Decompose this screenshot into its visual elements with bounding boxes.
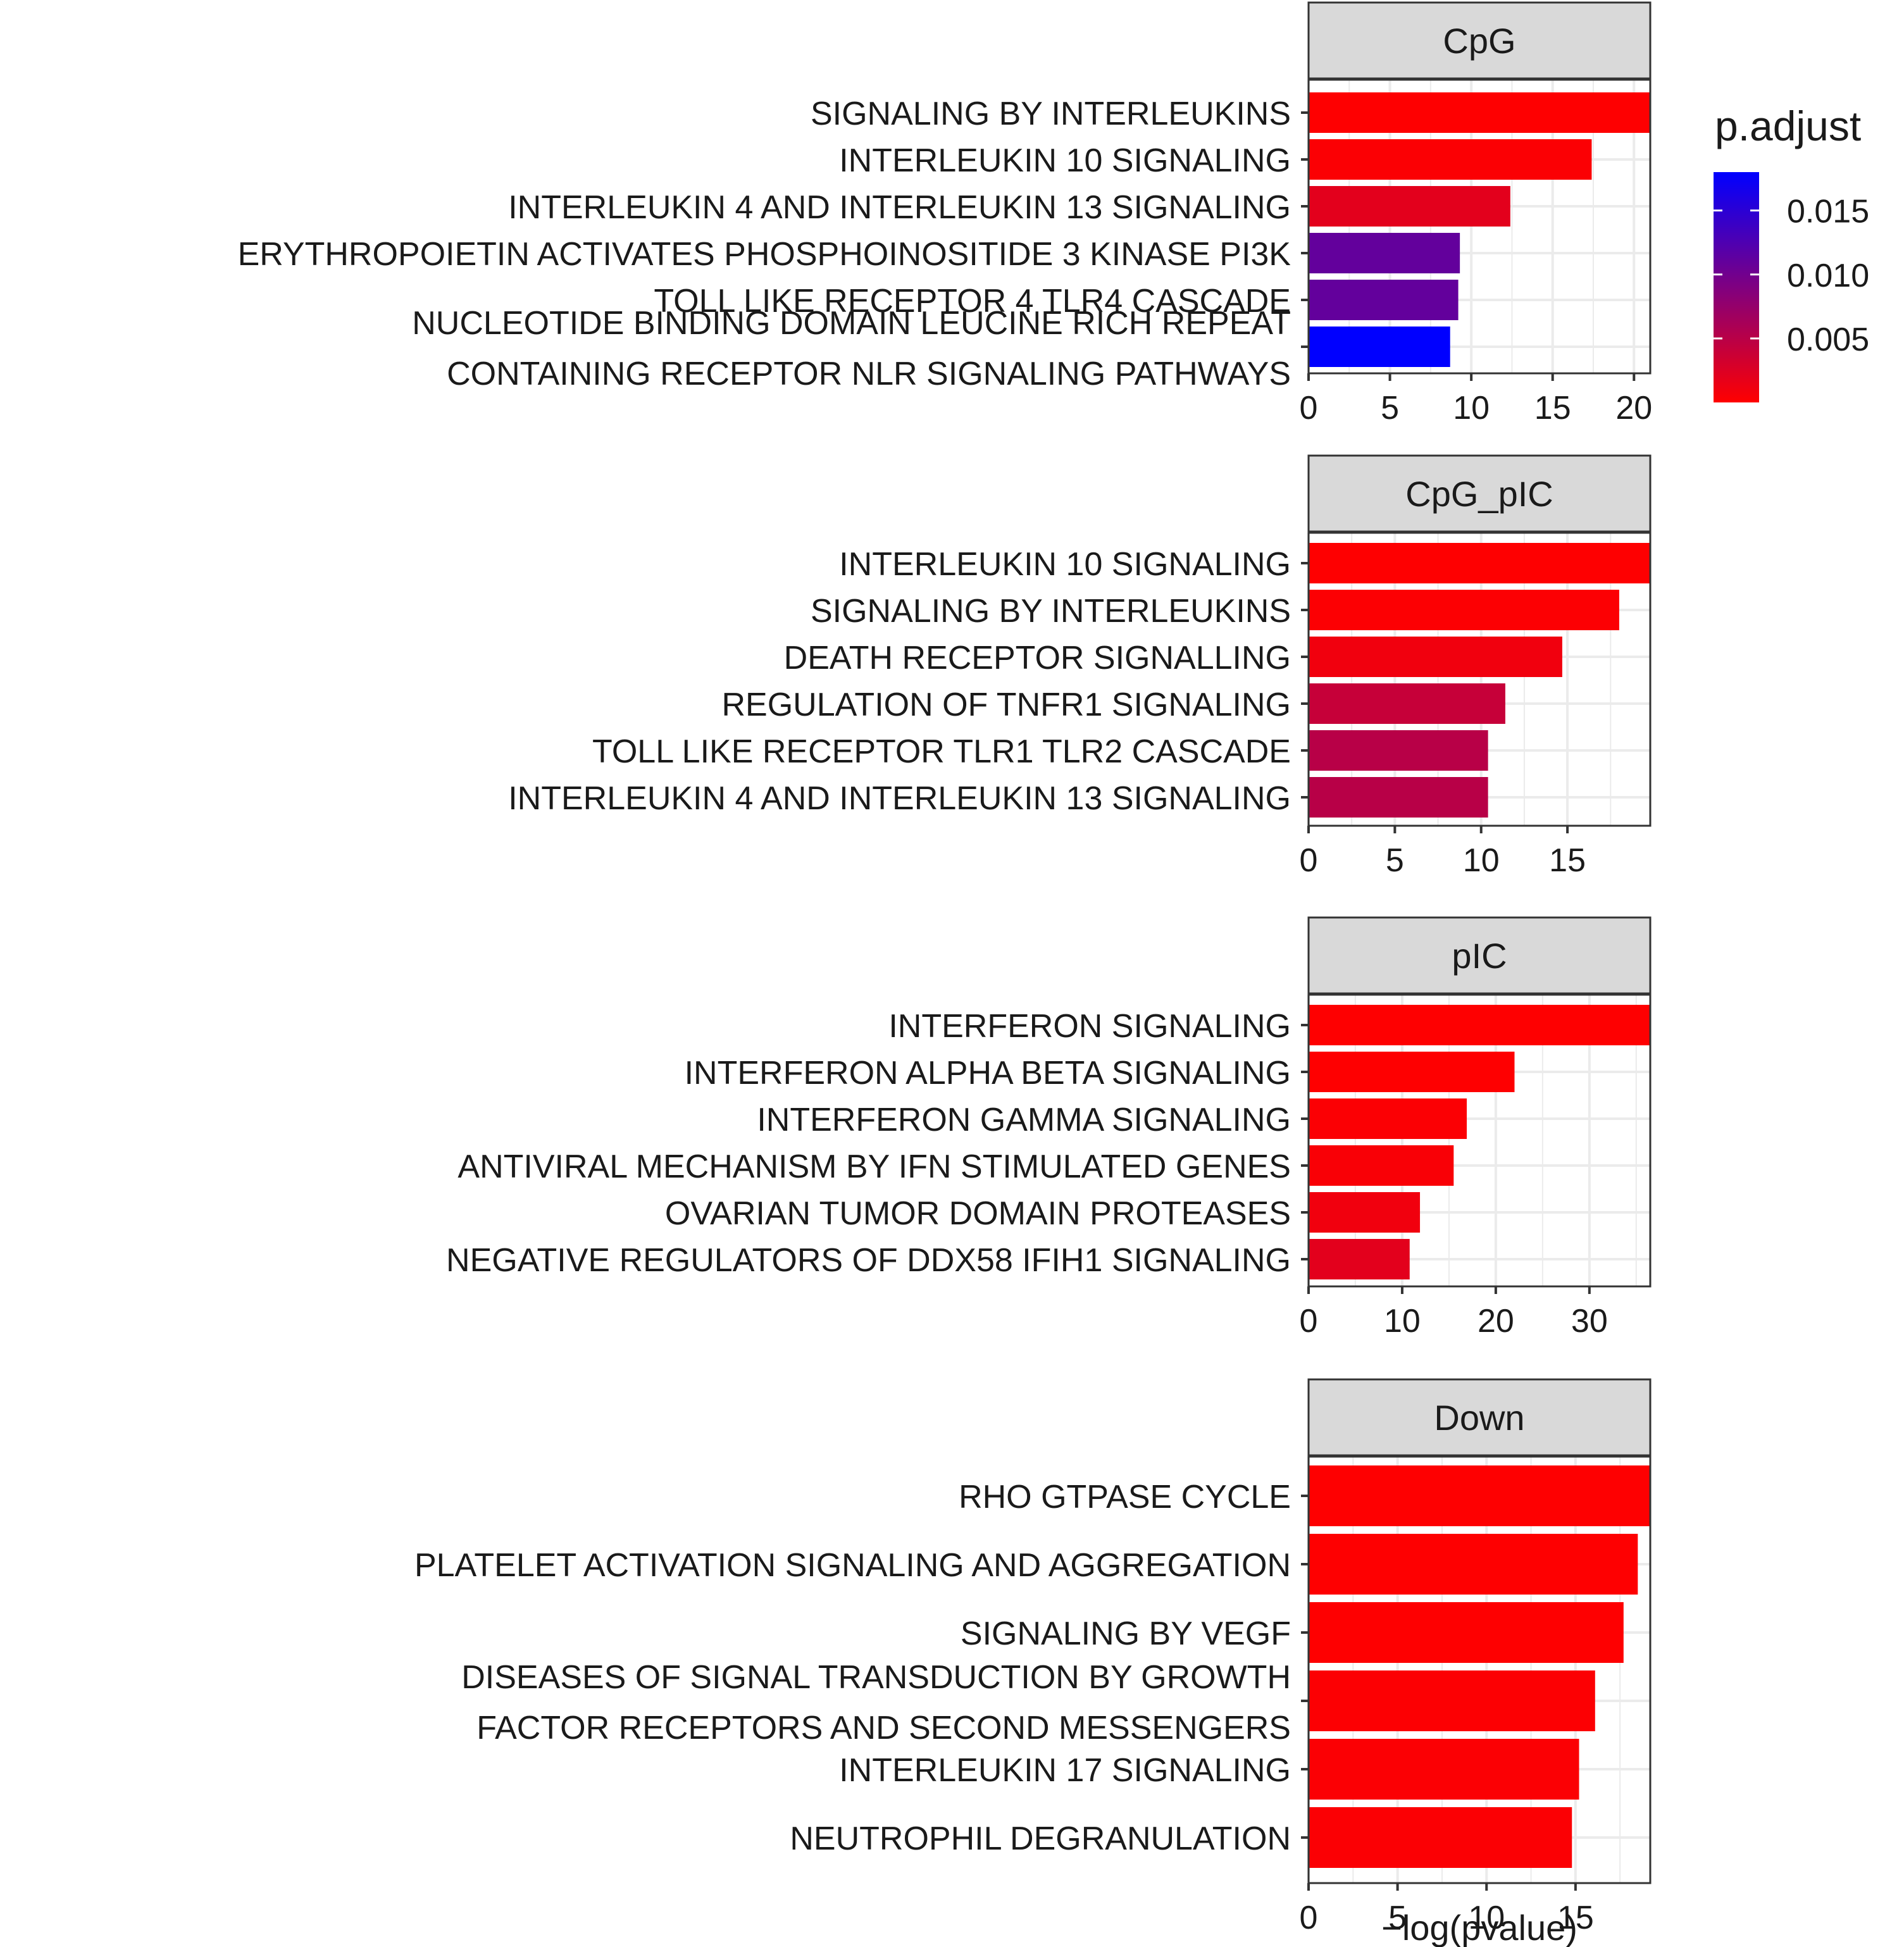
x-tick-label: 5	[1386, 842, 1404, 879]
facet-panel-cpg: CpG SIGNALING BY INTERLEUKINS INTERLEUKIN …	[238, 1, 1652, 426]
facet-strip	[1307, 454, 1652, 533]
category-label: PLATELET ACTIVATION SIGNALING AND AGGREG…	[414, 1547, 1291, 1584]
bar	[1309, 92, 1650, 133]
panel-border	[1307, 78, 1652, 375]
bar	[1309, 777, 1488, 818]
category-label: TOLL LIKE RECEPTOR TLR1 TLR2 CASCADE	[592, 733, 1291, 770]
panel-border	[1307, 532, 1652, 827]
bar	[1309, 1465, 1650, 1526]
x-tick-label: 0	[1300, 1900, 1318, 1936]
bar	[1309, 1670, 1595, 1731]
bar	[1309, 1005, 1650, 1045]
x-tick-label: 5	[1388, 1900, 1407, 1936]
x-tick-label: 15	[1549, 842, 1586, 879]
facet-panel-down: Down RHO GTPASE CYCLE PLATELET ACTIVATION …	[414, 1378, 1652, 1936]
facet-strip	[1307, 1, 1652, 80]
bar	[1309, 543, 1650, 583]
bar	[1309, 280, 1459, 320]
category-label: TOLL LIKE RECEPTOR 4 TLR4 CASCADE	[654, 283, 1291, 320]
bar	[1309, 1239, 1410, 1279]
x-tick-label: 5	[1381, 390, 1399, 426]
x-tick-label: 20	[1615, 390, 1652, 426]
legend: p.adjust 0.015 0.010 0.005	[1714, 103, 1869, 402]
category-label: OVARIAN TUMOR DOMAIN PROTEASES	[665, 1195, 1291, 1232]
category-label: DISEASES OF SIGNAL TRANSDUCTION BY GROWT…	[461, 1659, 1291, 1746]
facet-strip-label: pIC	[1452, 936, 1507, 976]
bar	[1309, 1098, 1467, 1139]
bar	[1309, 233, 1460, 273]
bar	[1309, 1192, 1421, 1233]
category-label: SIGNALING BY INTERLEUKINS	[811, 96, 1291, 132]
x-tick-label: 15	[1534, 390, 1571, 426]
facet-strip	[1307, 916, 1652, 995]
category-label: DEATH RECEPTOR SIGNALLING	[784, 640, 1291, 676]
x-tick-label: 30	[1571, 1303, 1608, 1340]
facet-strip-label: Down	[1434, 1398, 1524, 1438]
x-tick-label: 20	[1478, 1303, 1514, 1340]
x-tick-label: 0	[1300, 842, 1318, 879]
category-label: INTERLEUKIN 10 SIGNALING	[839, 546, 1291, 583]
category-label-line: NUCLEOTIDE BINDING DOMAIN LEUCINE RICH R…	[412, 305, 1291, 342]
bar	[1309, 1739, 1579, 1800]
legend-tick-label: 0.005	[1787, 321, 1869, 358]
facet-strip-label: CpG	[1443, 21, 1515, 61]
x-tick-label: 0	[1300, 390, 1318, 426]
facet-panel-cpg-pic: CpG_pIC INTERLEUKIN 10 SIGNALING SIGNALING…	[508, 454, 1652, 879]
bar	[1309, 1602, 1624, 1663]
legend-title: p.adjust	[1715, 103, 1861, 149]
category-label: SIGNALING BY VEGF	[961, 1615, 1291, 1652]
category-label: NEUTROPHIL DEGRANULATION	[790, 1820, 1291, 1857]
panel-border	[1307, 993, 1652, 1288]
x-tick-label: 10	[1468, 1900, 1505, 1936]
facet-panel-pic: pIC INTERFERON SIGNALING INTERFERON ALPHA …	[446, 916, 1652, 1340]
x-tick-label: 0	[1300, 1303, 1318, 1340]
category-label: INTERFERON GAMMA SIGNALING	[757, 1102, 1291, 1138]
category-label: SIGNALING BY INTERLEUKINS	[811, 593, 1291, 630]
category-label: RHO GTPASE CYCLE	[959, 1479, 1291, 1515]
bar	[1309, 637, 1562, 677]
category-label: REGULATION OF TNFR1 SIGNALING	[721, 687, 1291, 723]
x-axis-title: −log(pvalue)	[1381, 1908, 1577, 1947]
category-label: INTERFERON SIGNALING	[888, 1008, 1291, 1045]
category-label: INTERFERON ALPHA BETA SIGNALING	[685, 1055, 1291, 1092]
category-label: ERYTHROPOIETIN ACTIVATES PHOSPHOINOSITID…	[238, 236, 1291, 273]
bar	[1309, 730, 1488, 771]
category-label: INTERLEUKIN 17 SIGNALING	[839, 1752, 1291, 1789]
x-tick-label: 10	[1463, 842, 1500, 879]
facet-strip-label: CpG_pIC	[1405, 474, 1553, 514]
bar	[1309, 186, 1510, 227]
legend-colorbar	[1714, 172, 1759, 402]
category-label: NEGATIVE REGULATORS OF DDX58 IFIH1 SIGNA…	[446, 1242, 1291, 1279]
facet-strip	[1307, 1378, 1652, 1457]
panel-border	[1307, 1455, 1652, 1884]
bar	[1309, 1534, 1638, 1595]
bar	[1309, 1052, 1515, 1092]
bar	[1309, 683, 1505, 724]
x-tick-label: 15	[1557, 1900, 1594, 1936]
bar	[1309, 139, 1592, 180]
legend-tick-label: 0.015	[1787, 194, 1869, 230]
bar	[1309, 590, 1619, 630]
category-label-line: FACTOR RECEPTORS AND SECOND MESSENGERS	[476, 1710, 1291, 1746]
bar	[1309, 1807, 1572, 1868]
category-label-line: DISEASES OF SIGNAL TRANSDUCTION BY GROWT…	[461, 1659, 1291, 1696]
legend-tick-label: 0.010	[1787, 258, 1869, 294]
x-tick-label: 10	[1453, 390, 1490, 426]
category-label-line: CONTAINING RECEPTOR NLR SIGNALING PATHWA…	[447, 356, 1291, 392]
bar	[1309, 327, 1450, 367]
category-label: NUCLEOTIDE BINDING DOMAIN LEUCINE RICH R…	[412, 305, 1291, 392]
category-label: ANTIVIRAL MECHANISM BY IFN STIMULATED GE…	[457, 1148, 1291, 1185]
x-tick-label: 10	[1384, 1303, 1421, 1340]
category-label: INTERLEUKIN 4 AND INTERLEUKIN 13 SIGNALI…	[508, 189, 1291, 226]
category-label: INTERLEUKIN 10 SIGNALING	[839, 142, 1291, 179]
bar	[1309, 1145, 1454, 1186]
category-label: INTERLEUKIN 4 AND INTERLEUKIN 13 SIGNALI…	[508, 780, 1291, 817]
